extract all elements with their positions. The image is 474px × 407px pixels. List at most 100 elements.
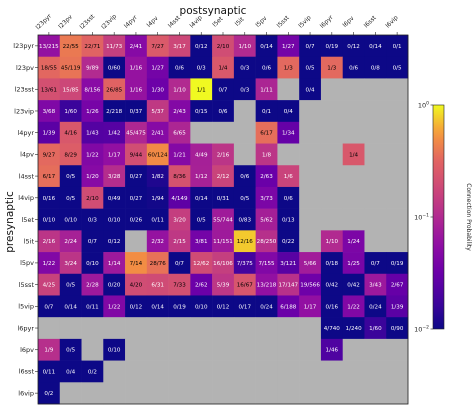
cell-label: 0/14 (195, 196, 208, 202)
heatmap-cell (233, 35, 256, 58)
heatmap-cell (168, 100, 191, 123)
heatmap-cell (342, 295, 365, 318)
y-axis-title: presynaptic (4, 191, 16, 253)
heatmap-cell (146, 252, 169, 275)
heatmap-cell (190, 295, 213, 318)
heatmap-cell (125, 230, 148, 253)
cell-label: 12/62 (193, 261, 209, 267)
cell-label: 1/8 (262, 152, 271, 158)
heatmap-cell (81, 35, 104, 58)
heatmap-cell (364, 273, 387, 296)
cell-label: 11/151 (213, 239, 233, 245)
x-tick-label: l6sst (363, 14, 378, 29)
cell-label: 0/10 (108, 348, 121, 354)
colorbar-gradient (432, 104, 445, 330)
cell-label: 0/49 (108, 196, 121, 202)
heatmap-cell (212, 100, 235, 123)
cell-label: 28/76 (150, 261, 167, 267)
heatmap-cell (386, 295, 409, 318)
heatmap-cell (342, 78, 365, 101)
heatmap-cell (233, 382, 256, 405)
cell-label: 0/7 (175, 261, 184, 267)
cell-label: 0/10 (64, 218, 77, 224)
heatmap-cell (190, 382, 213, 405)
heatmap-cell (125, 382, 148, 405)
heatmap-cell (233, 165, 256, 188)
heatmap-cell (342, 317, 365, 340)
heatmap-cell (255, 317, 278, 340)
heatmap-cell (81, 382, 104, 405)
x-tick-label: l5sst (276, 14, 291, 29)
cell-label: 0/3 (240, 87, 249, 93)
heatmap-cell (277, 56, 300, 79)
cell-label: 22/55 (63, 44, 80, 50)
heatmap-cell (299, 56, 322, 79)
heatmap-cell (168, 360, 191, 383)
heatmap-cell (233, 230, 256, 253)
cell-label: 2/24 (64, 239, 77, 245)
heatmap-cell (364, 186, 387, 209)
cell-label: 0/7 (306, 44, 315, 50)
cell-label: 1/17 (304, 304, 317, 310)
y-tick-label: l4vip (18, 194, 34, 202)
heatmap-cell (168, 56, 191, 79)
y-tick-label: l23pv (16, 64, 34, 72)
cell-label: 0/11 (151, 218, 164, 224)
cell-label: 0/5 (66, 348, 75, 354)
cell-label: 4/49 (195, 152, 208, 158)
cell-label: 1/17 (108, 152, 121, 158)
heatmap-cell (125, 143, 148, 166)
cell-label: 0/22 (282, 239, 295, 245)
cell-label: 3/121 (280, 261, 297, 267)
heatmap-cell (277, 273, 300, 296)
heatmap-cell (342, 252, 365, 275)
x-tick-label: l23pv (57, 13, 74, 30)
heatmap-cell (299, 360, 322, 383)
cell-label: 0/42 (326, 283, 339, 289)
heatmap-cell (233, 208, 256, 231)
heatmap-cell (299, 143, 322, 166)
heatmap-cell (386, 317, 409, 340)
cell-label: 2/41 (151, 131, 164, 137)
cell-label: 1/27 (282, 44, 295, 50)
heatmap-cell (59, 78, 82, 101)
cell-label: 60/124 (148, 152, 168, 158)
heatmap-cell (59, 121, 82, 144)
cell-label: 0/1 (262, 109, 271, 115)
cell-label: 1/9 (44, 348, 53, 354)
cell-label: 9/27 (43, 152, 56, 158)
cell-label: 1/39 (391, 304, 404, 310)
heatmap-cell (59, 295, 82, 318)
heatmap-cell (38, 338, 61, 361)
heatmap-cell (364, 35, 387, 58)
heatmap-cell (299, 273, 322, 296)
x-tick-label: l4pv (146, 15, 160, 29)
heatmap-cell (342, 143, 365, 166)
cell-label: 0/5 (66, 196, 75, 202)
y-tick-label: l4pv (20, 151, 34, 159)
heatmap-cell (342, 360, 365, 383)
cell-label: 0/11 (43, 369, 56, 375)
cell-label: 5/66 (304, 261, 317, 267)
heatmap-cell (38, 360, 61, 383)
heatmap-cell (38, 230, 61, 253)
heatmap-cell (212, 208, 235, 231)
heatmap-cell (168, 78, 191, 101)
heatmap-cell (277, 317, 300, 340)
cell-label: 1/46 (326, 348, 339, 354)
heatmap-cell (103, 295, 126, 318)
heatmap-cell (38, 208, 61, 231)
cell-label: 0/3 (88, 218, 97, 224)
cell-label: 8/156 (84, 87, 101, 93)
heatmap-cell (125, 100, 148, 123)
cell-label: 0/19 (326, 44, 339, 50)
cell-label: 6/31 (151, 283, 164, 289)
y-tick-label: l5sst (19, 281, 35, 289)
cell-label: 2/32 (151, 239, 164, 245)
heatmap-cell (81, 121, 104, 144)
cell-label: 0/31 (217, 196, 230, 202)
heatmap-cell (168, 273, 191, 296)
heatmap-cell (255, 56, 278, 79)
cell-label: 0/37 (130, 109, 143, 115)
x-tick-label: l4pyr (123, 14, 139, 30)
